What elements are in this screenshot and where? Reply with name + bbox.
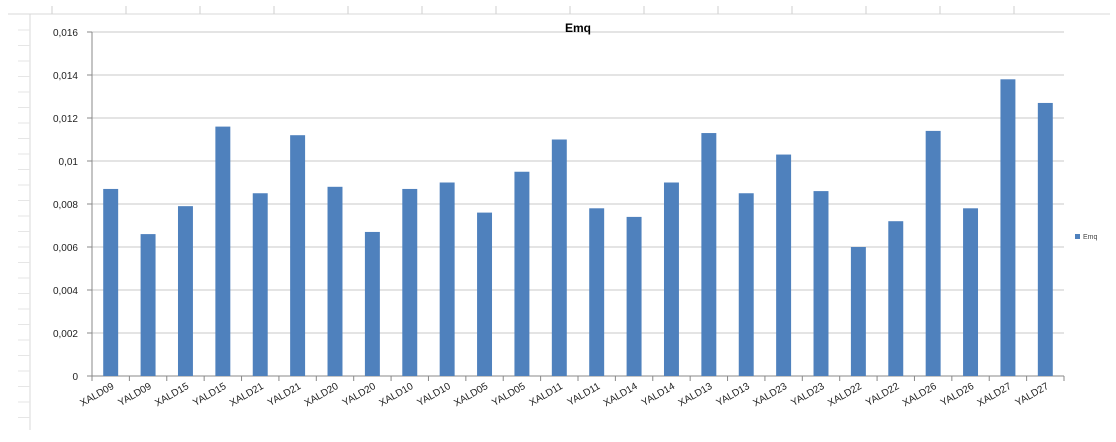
x-tick-label: YALD22 xyxy=(864,381,901,409)
x-tick-label: YALD20 xyxy=(341,381,378,409)
gridlines xyxy=(92,31,1064,377)
bar xyxy=(701,133,717,376)
bar xyxy=(1000,79,1016,377)
bar xyxy=(589,208,605,376)
bar xyxy=(813,191,829,376)
x-tick-label: XALD22 xyxy=(826,381,864,409)
x-tick-label: YALD11 xyxy=(566,381,603,409)
legend: Emq xyxy=(1075,234,1098,241)
y-tick-label: 0,006 xyxy=(53,243,78,254)
x-tick-label: XALD26 xyxy=(901,381,939,409)
bar xyxy=(925,130,941,376)
bar xyxy=(776,154,792,376)
bar xyxy=(439,182,455,376)
x-tick-label: YALD15 xyxy=(191,381,228,409)
y-tick-label: 0 xyxy=(72,372,78,383)
x-tick-label: XALD13 xyxy=(677,381,715,409)
x-tick-label: YALD26 xyxy=(939,381,976,409)
legend-label: Emq xyxy=(1083,234,1098,241)
x-tick-label: XALD14 xyxy=(602,381,640,409)
x-tick-label: YALD10 xyxy=(416,381,453,409)
x-tick-label: YALD27 xyxy=(1014,381,1051,409)
y-tick-label: 0,012 xyxy=(53,114,78,125)
bars xyxy=(103,79,1053,377)
bar xyxy=(477,212,493,376)
x-tick-label: XALD10 xyxy=(378,381,416,409)
x-tick-label: YALD05 xyxy=(490,381,527,409)
legend-swatch xyxy=(1075,234,1080,239)
bar xyxy=(551,139,567,376)
bar xyxy=(663,182,679,376)
x-tick-label: YALD13 xyxy=(715,381,752,409)
x-tick-label: XALD11 xyxy=(528,381,565,409)
chart-title: Emq xyxy=(565,21,591,35)
y-tick-label: 0,004 xyxy=(53,286,78,297)
bar xyxy=(850,247,866,376)
bar xyxy=(626,216,642,376)
x-tick-label: XALD05 xyxy=(452,381,490,409)
bar xyxy=(103,188,119,376)
y-tick-label: 0,016 xyxy=(53,28,78,39)
bar xyxy=(1037,102,1053,376)
x-tick-label: YALD14 xyxy=(640,381,677,409)
x-tick-label: XALD27 xyxy=(976,381,1014,409)
bar xyxy=(888,221,904,376)
bar xyxy=(252,193,268,376)
y-tick-label: 0,014 xyxy=(53,71,78,82)
bar xyxy=(364,231,380,376)
x-tick-label: YALD21 xyxy=(266,381,303,409)
x-tick-label: XALD20 xyxy=(303,381,341,409)
bar xyxy=(738,193,754,376)
bar xyxy=(215,126,231,376)
bar xyxy=(402,188,418,376)
x-tick-label: XALD23 xyxy=(751,381,789,409)
bar xyxy=(514,171,530,376)
x-tick-label: YALD09 xyxy=(116,381,153,409)
x-tick-label: XALD09 xyxy=(78,381,116,409)
y-tick-label: 0,01 xyxy=(59,157,79,168)
y-tick-label: 0,008 xyxy=(53,200,78,211)
x-tick-label: XALD15 xyxy=(153,381,191,409)
bar xyxy=(140,234,156,376)
x-tick-label: YALD23 xyxy=(789,381,826,409)
bar xyxy=(327,186,343,376)
bar xyxy=(963,208,979,376)
x-tick-label: XALD21 xyxy=(228,381,266,409)
bar xyxy=(177,206,193,376)
bar xyxy=(290,135,306,376)
y-tick-label: 0,002 xyxy=(53,329,78,340)
